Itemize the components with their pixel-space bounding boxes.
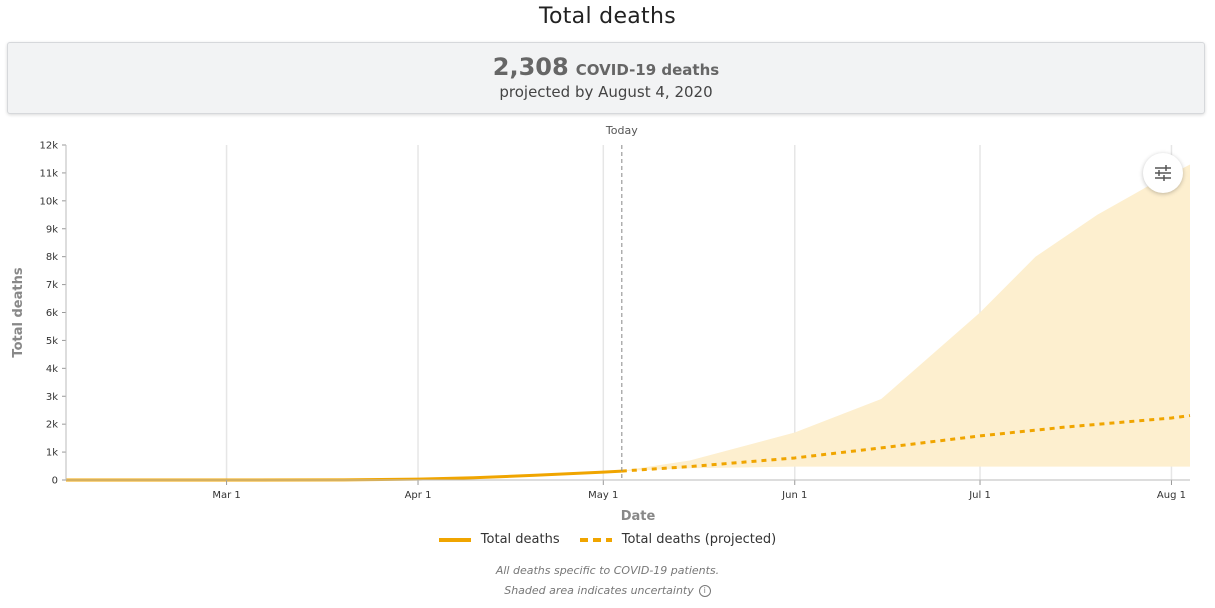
legend-label-projected: Total deaths (projected)	[621, 532, 777, 547]
y-tick-label: 12k	[39, 141, 58, 152]
summary-headline: 2,308 COVID-19 deaths	[8, 53, 1204, 81]
y-tick-label: 1k	[46, 448, 58, 459]
y-axis-title: Total deaths	[11, 267, 26, 357]
uncertainty-band	[621, 164, 1190, 472]
series-line-projected	[621, 414, 1191, 473]
legend-swatch-solid	[438, 537, 471, 542]
y-tick-label: 6k	[46, 308, 58, 319]
summary-projection-text: projected by August 4, 2020	[499, 83, 713, 101]
total-deaths-chart[interactable]: Mar 1 Apr 1 May 1 Jun 1 Jul 1 Aug 1 0 1k 2k 3k 4k 5…	[0, 118, 1215, 528]
y-tick-label: 8k	[46, 252, 58, 263]
legend-label-actual: Total deaths	[480, 532, 560, 547]
chart-settings-button[interactable]	[1143, 153, 1183, 193]
y-tick-label: 0	[52, 476, 58, 487]
y-tick-label: 10k	[39, 196, 58, 207]
page-title: Total deaths	[539, 4, 676, 29]
series-line-actual	[66, 469, 622, 482]
summary-number: 2,308	[492, 53, 569, 81]
x-tick-label: Jun 1	[781, 490, 807, 501]
summary-box: 2,308 COVID-19 deaths projected by Augus…	[7, 42, 1205, 114]
info-icon[interactable]: i	[698, 585, 711, 597]
legend-item-actual[interactable]: Total deaths	[438, 532, 560, 547]
y-tick-label: 4k	[46, 364, 58, 375]
y-tick-label: 2k	[46, 420, 58, 431]
y-tick-label: 3k	[46, 392, 58, 403]
x-tick-label: Apr 1	[405, 490, 432, 501]
x-tick-label: Mar 1	[212, 490, 240, 501]
x-tick-label: Jul 1	[968, 490, 991, 501]
y-tick-label: 11k	[39, 168, 58, 179]
y-tick-label: 9k	[46, 224, 58, 235]
x-tick-label: Aug 1	[1157, 490, 1186, 501]
y-tick-label: 5k	[46, 336, 58, 347]
today-label: Today	[605, 124, 638, 137]
x-tick-label: May 1	[588, 490, 618, 501]
footnote-uncertainty: Shaded area indicates uncertainty i	[0, 584, 1215, 597]
legend-swatch-dashed	[579, 537, 612, 542]
sliders-icon	[1155, 165, 1171, 181]
y-tick-label: 7k	[46, 280, 58, 291]
footnote-uncertainty-text: Shaded area indicates uncertainty	[504, 584, 694, 597]
footnote-deaths: All deaths specific to COVID-19 patients…	[495, 564, 720, 577]
legend-item-projected[interactable]: Total deaths (projected)	[579, 532, 777, 547]
chart-legend: Total deaths Total deaths (projected)	[0, 532, 1215, 547]
axis-layer: Mar 1 Apr 1 May 1 Jun 1 Jul 1 Aug 1 0 1k 2k 3k 4k 5…	[11, 124, 1190, 524]
uncertainty-band-layer	[621, 164, 1190, 472]
summary-unit: COVID-19 deaths	[575, 61, 720, 79]
x-axis-title: Date	[621, 509, 656, 524]
